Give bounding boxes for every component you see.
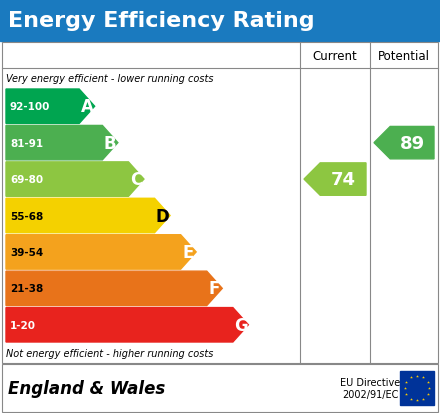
- Text: B: B: [104, 134, 117, 152]
- Text: 1-20: 1-20: [10, 320, 36, 330]
- Text: EU Directive: EU Directive: [340, 377, 400, 387]
- Text: 74: 74: [330, 171, 356, 189]
- Text: A: A: [81, 98, 93, 116]
- Text: 55-68: 55-68: [10, 211, 43, 221]
- Text: E: E: [183, 243, 194, 261]
- Polygon shape: [6, 235, 196, 270]
- Bar: [400, 371, 434, 405]
- Bar: [2, 43, 438, 363]
- Text: 92-100: 92-100: [10, 102, 50, 112]
- Polygon shape: [6, 162, 144, 197]
- Text: C: C: [130, 171, 142, 189]
- Polygon shape: [304, 164, 366, 196]
- Text: G: G: [234, 316, 247, 334]
- Polygon shape: [6, 308, 248, 342]
- Text: 89: 89: [400, 134, 425, 152]
- Polygon shape: [374, 127, 434, 159]
- Polygon shape: [6, 271, 222, 306]
- Text: D: D: [155, 207, 169, 225]
- Text: Current: Current: [313, 50, 357, 62]
- Text: Potential: Potential: [378, 50, 430, 62]
- Polygon shape: [6, 199, 170, 233]
- Polygon shape: [6, 126, 118, 161]
- Text: 21-38: 21-38: [10, 284, 43, 294]
- Text: F: F: [209, 280, 220, 298]
- Text: Energy Efficiency Rating: Energy Efficiency Rating: [8, 11, 315, 31]
- Polygon shape: [6, 90, 95, 124]
- Text: 81-91: 81-91: [10, 138, 43, 148]
- Bar: [0, 0, 440, 42]
- Text: Very energy efficient - lower running costs: Very energy efficient - lower running co…: [6, 74, 213, 84]
- Text: Not energy efficient - higher running costs: Not energy efficient - higher running co…: [6, 348, 213, 358]
- Text: 69-80: 69-80: [10, 175, 43, 185]
- Bar: [2, 364, 438, 412]
- Text: 39-54: 39-54: [10, 247, 43, 257]
- Text: 2002/91/EC: 2002/91/EC: [342, 389, 398, 399]
- Text: England & Wales: England & Wales: [8, 379, 165, 397]
